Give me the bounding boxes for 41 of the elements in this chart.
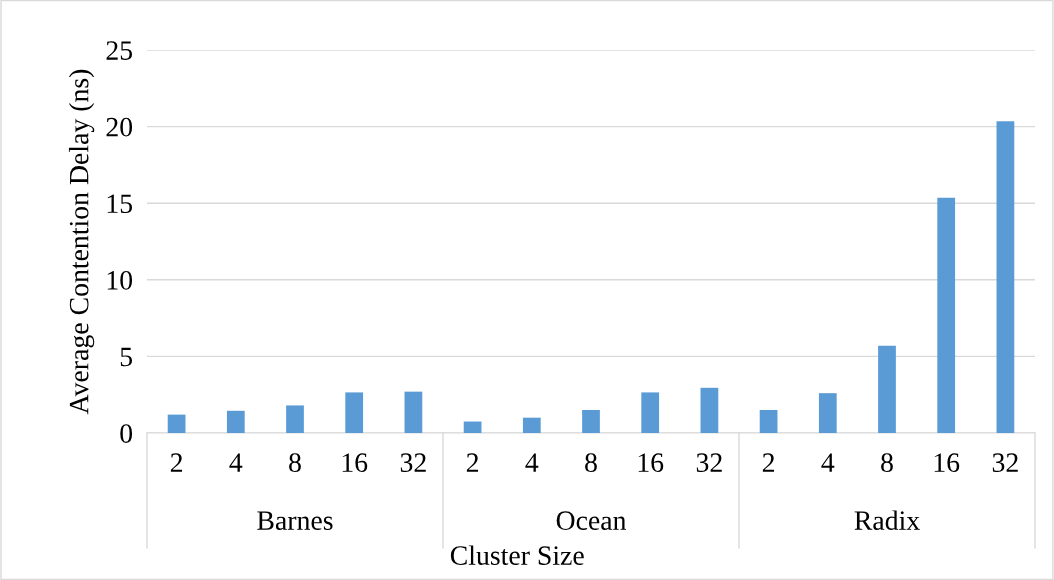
x-tick-label: 16 bbox=[638, 453, 664, 472]
text: Ocean bbox=[556, 511, 627, 530]
bar bbox=[582, 410, 600, 433]
x-tick-label: 8 bbox=[881, 453, 893, 472]
y-tick-label: 25 bbox=[106, 41, 133, 60]
y-axis-title: Average Contention Delay (ns) bbox=[68, 69, 95, 415]
bar bbox=[286, 405, 304, 433]
bar bbox=[404, 391, 423, 433]
bar bbox=[937, 197, 956, 433]
text: Barnes bbox=[257, 511, 333, 530]
x-tick-label: 2 bbox=[762, 453, 775, 472]
x-tick-label: 4 bbox=[229, 453, 243, 472]
y-tick-label: 10 bbox=[107, 270, 133, 290]
x-tick-label: 8 bbox=[289, 453, 301, 472]
bar bbox=[463, 421, 482, 433]
x-tick-label: 4 bbox=[821, 453, 835, 472]
bar bbox=[167, 414, 186, 433]
text: Radix bbox=[854, 510, 920, 530]
x-tick-label: 2 bbox=[466, 453, 479, 472]
x-tick-label: 32 bbox=[992, 453, 1018, 472]
y-tick-label: 15 bbox=[107, 194, 133, 214]
x-tick-label: 2 bbox=[170, 453, 183, 472]
bar bbox=[700, 387, 719, 433]
bar bbox=[818, 393, 837, 433]
x-tick-label: 4 bbox=[525, 453, 539, 472]
y-tick-label: 0 bbox=[120, 424, 133, 443]
x-tick-label: 32 bbox=[696, 453, 722, 472]
bar bbox=[345, 392, 364, 433]
bar bbox=[759, 410, 778, 433]
x-tick-label: 32 bbox=[400, 453, 426, 472]
bar bbox=[641, 392, 660, 433]
x-tick-label: 8 bbox=[585, 453, 597, 472]
x-tick-label: 16 bbox=[342, 453, 368, 472]
bar bbox=[878, 345, 896, 433]
x-axis-title: Cluster Size bbox=[450, 545, 584, 565]
y-tick-label: 5 bbox=[120, 347, 133, 367]
x-tick-label: 16 bbox=[934, 453, 960, 472]
bar bbox=[522, 417, 541, 433]
bar bbox=[226, 410, 245, 433]
bar bbox=[996, 121, 1015, 433]
y-tick-label: 20 bbox=[106, 117, 133, 137]
